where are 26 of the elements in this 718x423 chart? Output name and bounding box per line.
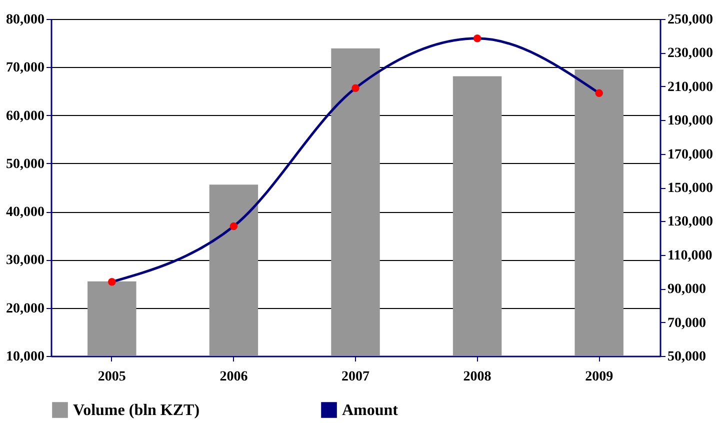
y-tick-label: 30,000: [6, 253, 44, 268]
y-tick-label: 60,000: [6, 108, 44, 124]
x-tick-label: 2006: [220, 370, 248, 384]
x-tick-label: 2005: [98, 370, 126, 384]
x-tick-label: 2008: [463, 370, 492, 384]
y-tick-label: 50,000: [6, 156, 44, 172]
y2-tick-label: 230,000: [668, 46, 713, 62]
y-tick-label: 10,000: [6, 350, 44, 364]
y2-tick-label: 250,000: [668, 12, 713, 28]
x-tick-label: 2009: [585, 370, 614, 384]
x-tick-label: 2007: [342, 370, 370, 384]
y2-tick-label: 190,000: [668, 114, 713, 129]
y2-tick-label: 70,000: [668, 316, 706, 331]
y2-tick-label: 50,000: [668, 350, 706, 364]
y2-tick-label: 150,000: [668, 181, 713, 196]
y2-tick-label: 170,000: [668, 147, 713, 162]
y-tick-label: 20,000: [6, 301, 44, 316]
y2-tick-label: 130,000: [668, 214, 713, 230]
y2-tick-label: 210,000: [668, 80, 713, 95]
legend-label: Amount: [342, 402, 399, 419]
y-tick-label: 40,000: [6, 205, 44, 220]
y2-tick-label: 110,000: [668, 248, 712, 264]
y-tick-label: 70,000: [6, 60, 44, 76]
y-tick-label: 80,000: [6, 12, 44, 28]
legend-label: Volume (bln KZT): [73, 402, 200, 419]
y2-tick-label: 90,000: [668, 282, 706, 298]
